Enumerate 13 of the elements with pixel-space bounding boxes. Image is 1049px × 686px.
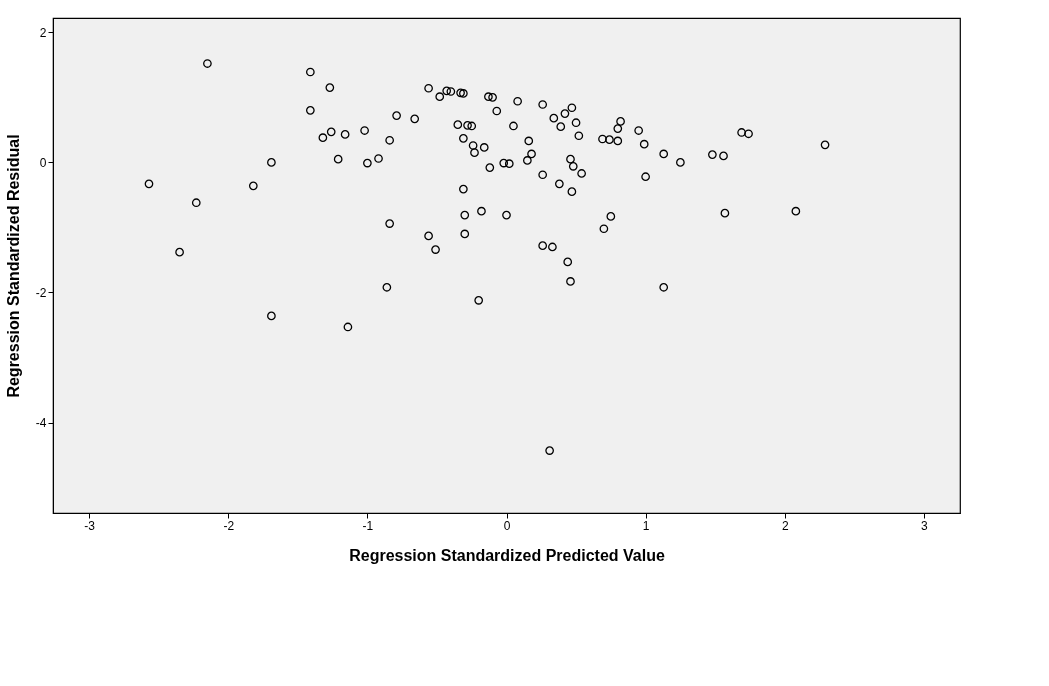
x-tick-label: -2 <box>223 518 235 533</box>
x-axis-title: Regression Standardized Predicted Value <box>349 546 665 564</box>
y-tick-label: -4 <box>35 416 47 431</box>
x-tick-label: -3 <box>84 518 96 533</box>
x-tick-label: 2 <box>781 518 789 533</box>
x-tick-label: -1 <box>362 518 374 533</box>
x-tick-label: 1 <box>642 518 650 533</box>
x-tick-label: 0 <box>503 518 511 533</box>
x-tick-label: 3 <box>920 518 928 533</box>
y-tick-label: 2 <box>39 25 47 40</box>
y-tick-label: 0 <box>39 155 47 170</box>
y-tick-label: -2 <box>35 285 47 300</box>
y-axis-title: Regression Standardized Residual <box>4 134 22 398</box>
